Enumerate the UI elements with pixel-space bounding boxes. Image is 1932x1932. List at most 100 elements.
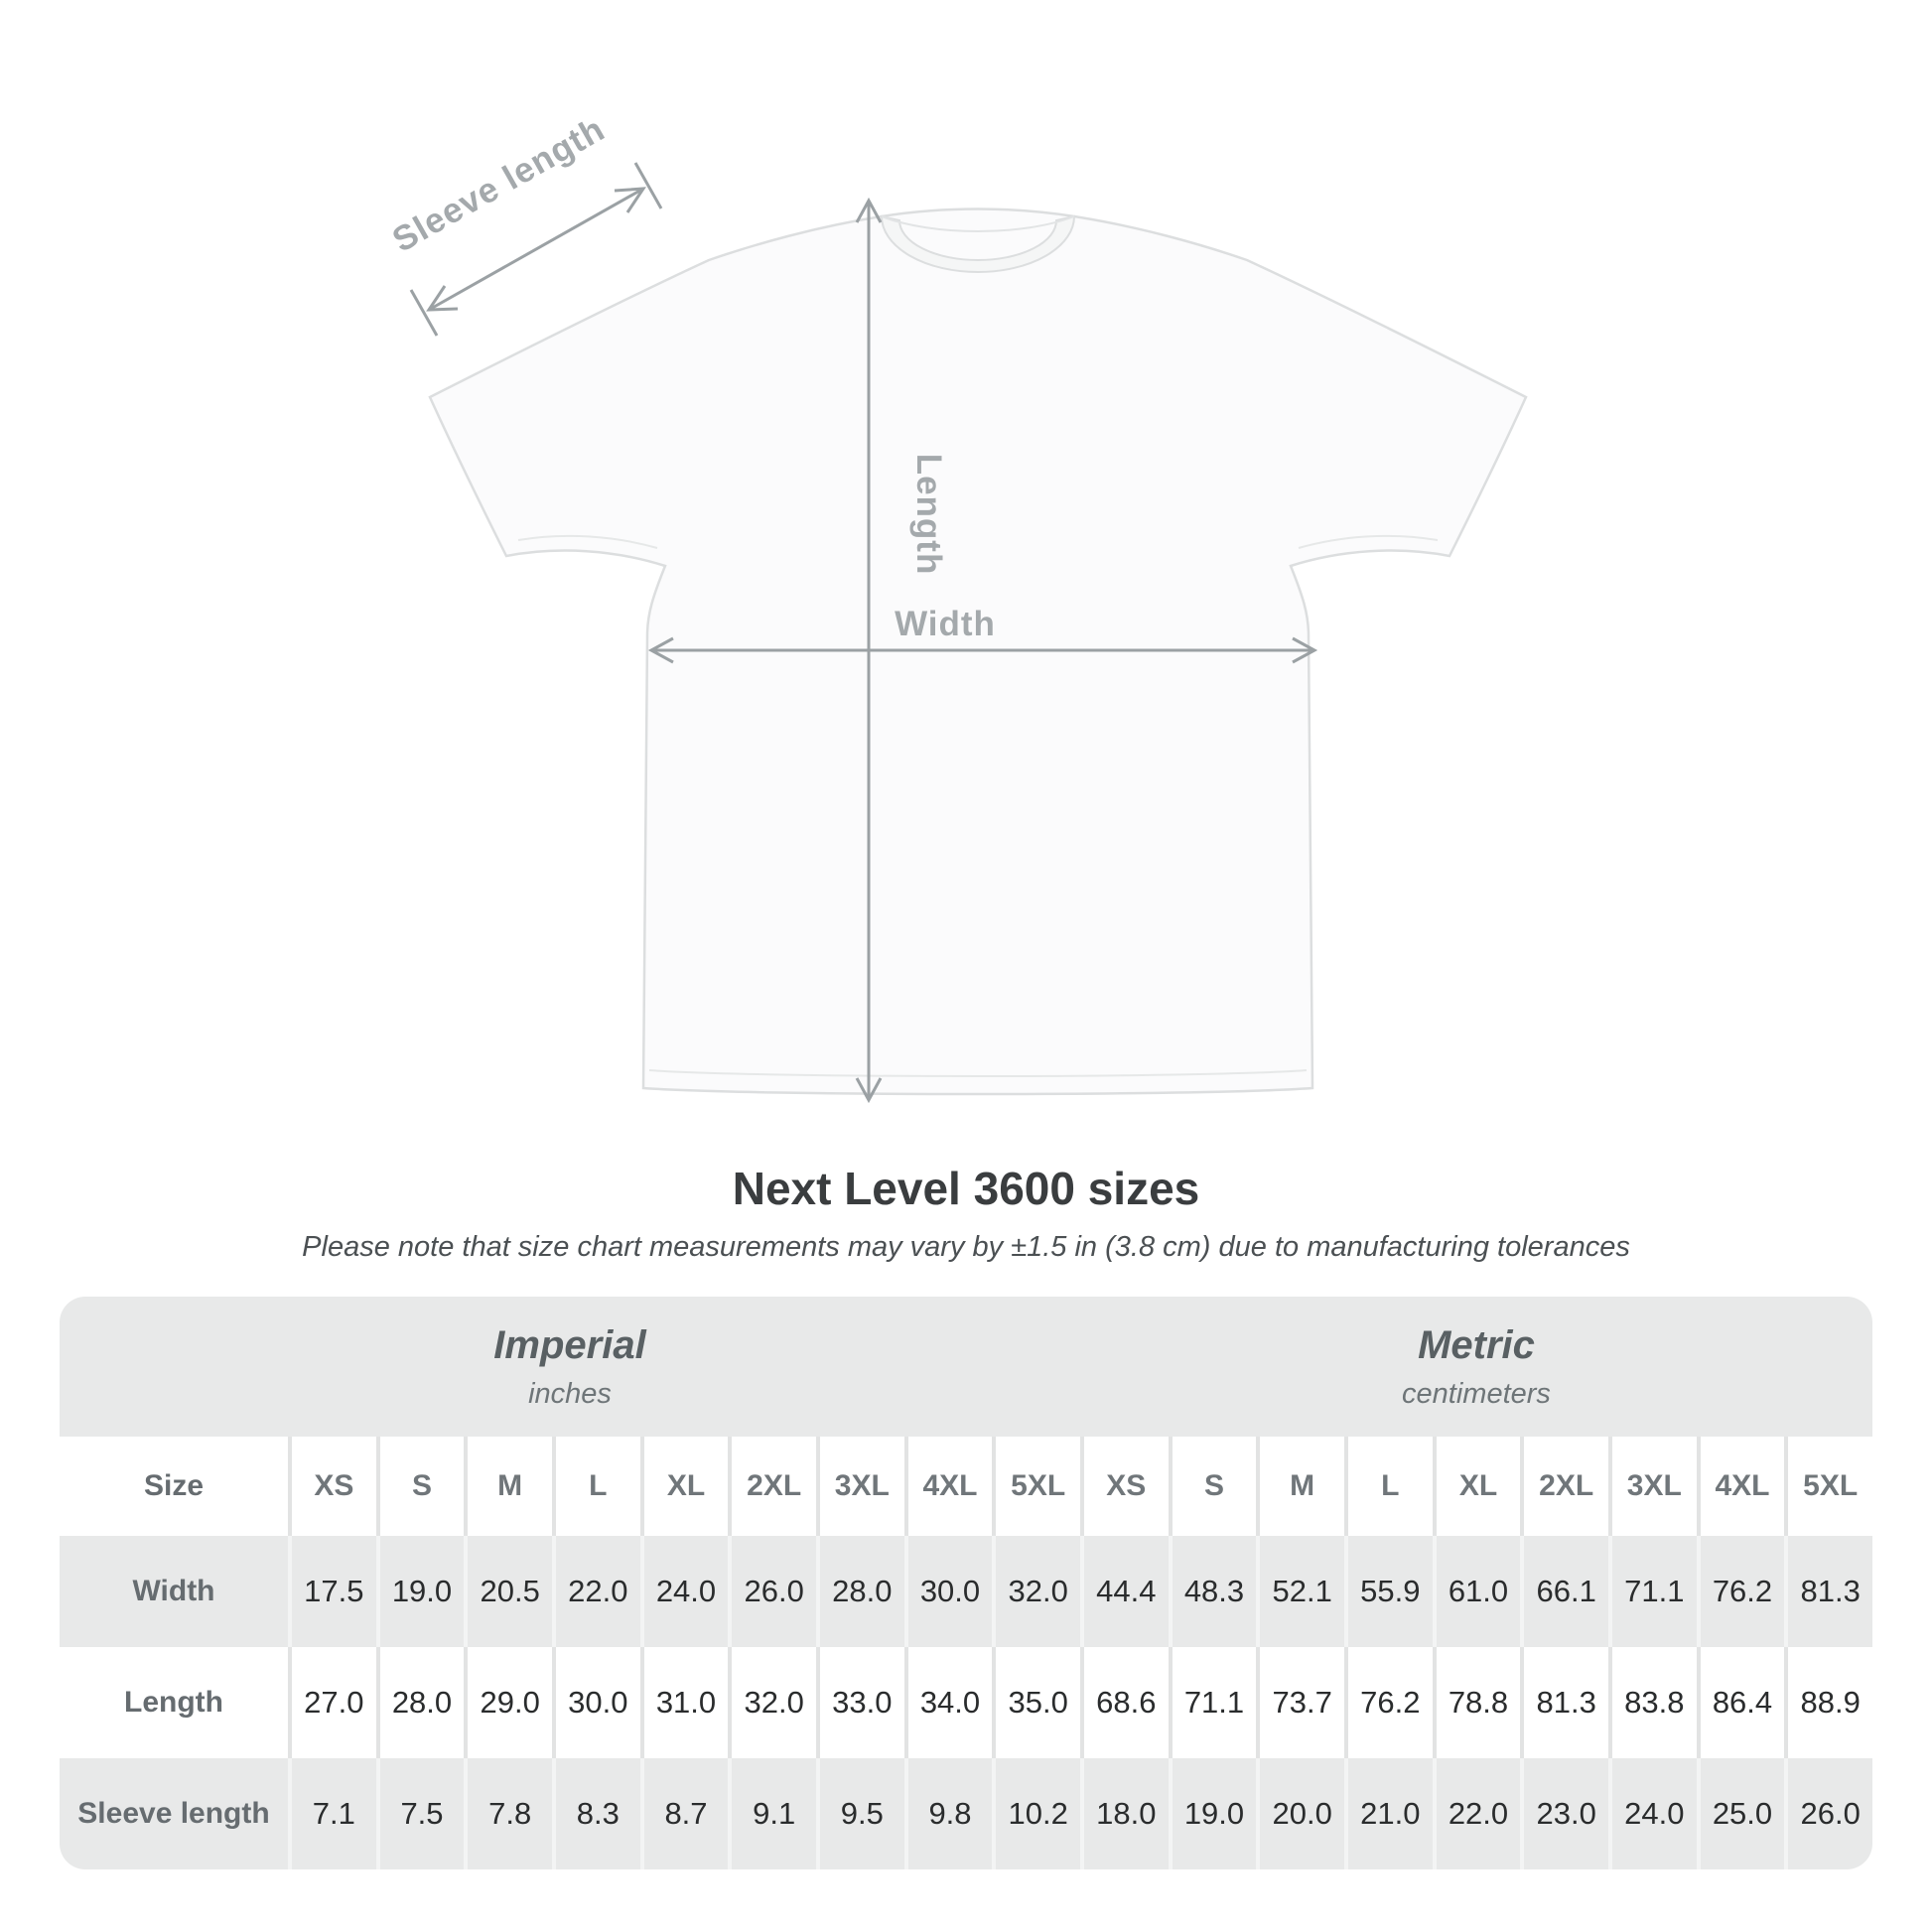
unit-header-row: Imperial inches Metric centimeters xyxy=(60,1297,1872,1437)
value-cell: 34.0 xyxy=(903,1647,993,1758)
value-cell: 10.2 xyxy=(992,1758,1080,1869)
value-cell: 7.1 xyxy=(288,1758,376,1869)
size-header-cell: XL xyxy=(1432,1437,1521,1536)
value-cell: 61.0 xyxy=(1432,1536,1521,1647)
value-cell: 68.6 xyxy=(1079,1647,1169,1758)
size-header-cell: XL xyxy=(639,1437,729,1536)
width-arrow xyxy=(647,636,1318,664)
table-row-length: Length 27.0 28.0 29.0 30.0 31.0 32.0 33.0 34.0 3… xyxy=(60,1647,1872,1758)
metric-label: Metric xyxy=(1418,1322,1535,1367)
size-header-cell: M xyxy=(1256,1437,1344,1536)
value-cell: 20.0 xyxy=(1256,1758,1344,1869)
value-cell: 30.0 xyxy=(903,1536,993,1647)
value-cell: 48.3 xyxy=(1168,1536,1257,1647)
size-header-cell: 5XL xyxy=(1784,1437,1872,1536)
value-cell: 26.0 xyxy=(728,1536,816,1647)
value-cell: 83.8 xyxy=(1607,1647,1697,1758)
value-cell: 7.8 xyxy=(464,1758,552,1869)
page-title: Next Level 3600 sizes xyxy=(732,1163,1200,1214)
size-header-cell: 5XL xyxy=(992,1437,1080,1536)
size-header-cell: XS xyxy=(288,1437,376,1536)
value-cell: 9.1 xyxy=(728,1758,816,1869)
size-header-cell: 3XL xyxy=(815,1437,904,1536)
sleeve-arrow xyxy=(409,162,663,337)
value-cell: 71.1 xyxy=(1607,1536,1697,1647)
imperial-label: Imperial xyxy=(493,1322,646,1367)
value-cell: 71.1 xyxy=(1168,1647,1257,1758)
table-row-width: Width 17.5 19.0 20.5 22.0 24.0 26.0 28.0 30.0 32… xyxy=(60,1536,1872,1647)
size-header-cell: 2XL xyxy=(1520,1437,1608,1536)
size-header-cell: L xyxy=(551,1437,640,1536)
sleeve-length-label: Sleeve length xyxy=(386,109,612,259)
value-cell: 22.0 xyxy=(551,1536,640,1647)
size-header-cell: 4XL xyxy=(903,1437,993,1536)
value-cell: 32.0 xyxy=(992,1536,1080,1647)
size-header-cell: 4XL xyxy=(1696,1437,1785,1536)
value-cell: 78.8 xyxy=(1432,1647,1521,1758)
left-sleeve-stitch xyxy=(517,534,658,549)
metric-header: Metric centimeters xyxy=(1080,1297,1872,1437)
value-cell: 22.0 xyxy=(1432,1758,1521,1869)
right-sleeve-stitch xyxy=(1298,534,1439,549)
value-cell: 18.0 xyxy=(1079,1758,1169,1869)
value-cell: 27.0 xyxy=(288,1647,376,1758)
size-table: Imperial inches Metric centimeters Size … xyxy=(60,1297,1872,1869)
collar-back-line xyxy=(881,215,1075,232)
value-cell: 24.0 xyxy=(1607,1758,1697,1869)
length-label: Length xyxy=(909,454,948,576)
value-cell: 35.0 xyxy=(992,1647,1080,1758)
value-cell: 76.2 xyxy=(1696,1536,1785,1647)
table-row-sleeve-length: Sleeve length 7.1 7.5 7.8 8.3 8.7 9.1 9.5 9.8 10… xyxy=(60,1758,1872,1869)
value-cell: 25.0 xyxy=(1696,1758,1785,1869)
row-label: Length xyxy=(124,1686,223,1719)
width-label: Width xyxy=(895,605,996,643)
value-cell: 28.0 xyxy=(375,1647,465,1758)
imperial-sublabel: inches xyxy=(528,1377,612,1410)
value-cell: 8.7 xyxy=(639,1758,729,1869)
value-cell: 29.0 xyxy=(464,1647,552,1758)
value-cell: 9.8 xyxy=(903,1758,993,1869)
value-cell: 21.0 xyxy=(1343,1758,1433,1869)
size-header-cell: 2XL xyxy=(728,1437,816,1536)
size-header-cell: 3XL xyxy=(1607,1437,1697,1536)
value-cell: 73.7 xyxy=(1256,1647,1344,1758)
value-cell: 20.5 xyxy=(464,1536,552,1647)
value-cell: 17.5 xyxy=(288,1536,376,1647)
value-cell: 9.5 xyxy=(815,1758,904,1869)
value-cell: 76.2 xyxy=(1343,1647,1433,1758)
value-cell: 55.9 xyxy=(1343,1536,1433,1647)
metric-sublabel: centimeters xyxy=(1402,1377,1551,1410)
imperial-header: Imperial inches xyxy=(60,1297,1080,1437)
value-cell: 31.0 xyxy=(639,1647,729,1758)
row-label: Sleeve length xyxy=(77,1797,270,1830)
size-header-cell: S xyxy=(375,1437,465,1536)
value-cell: 23.0 xyxy=(1520,1758,1608,1869)
value-cell: 66.1 xyxy=(1520,1536,1608,1647)
size-row-label: Size xyxy=(143,1469,205,1502)
value-cell: 88.9 xyxy=(1784,1647,1872,1758)
value-cell: 81.3 xyxy=(1784,1536,1872,1647)
value-cell: 86.4 xyxy=(1696,1647,1785,1758)
size-header-cell: L xyxy=(1343,1437,1433,1536)
value-cell: 24.0 xyxy=(639,1536,729,1647)
row-label: Width xyxy=(132,1575,215,1607)
value-cell: 33.0 xyxy=(815,1647,904,1758)
hem-stitch xyxy=(648,1069,1308,1077)
value-cell: 7.5 xyxy=(375,1758,465,1869)
value-cell: 26.0 xyxy=(1784,1758,1872,1869)
value-cell: 19.0 xyxy=(375,1536,465,1647)
value-cell: 81.3 xyxy=(1520,1647,1608,1758)
value-cell: 8.3 xyxy=(551,1758,640,1869)
value-cell: 19.0 xyxy=(1168,1758,1257,1869)
value-cell: 30.0 xyxy=(551,1647,640,1758)
size-header-cell: S xyxy=(1168,1437,1257,1536)
size-header-cell: XS xyxy=(1079,1437,1169,1536)
value-cell: 32.0 xyxy=(728,1647,816,1758)
tshirt-diagram: Sleeve length Length Width xyxy=(386,109,1528,1104)
value-cell: 44.4 xyxy=(1079,1536,1169,1647)
value-cell: 52.1 xyxy=(1256,1536,1344,1647)
size-header-row: Size XS S M L XL 2XL 3XL 4XL 5XL XS S M L XL 2XL 3XL 4X… xyxy=(60,1437,1872,1536)
size-header-cell: M xyxy=(464,1437,552,1536)
tolerance-note: Please note that size chart measurements… xyxy=(302,1231,1630,1263)
